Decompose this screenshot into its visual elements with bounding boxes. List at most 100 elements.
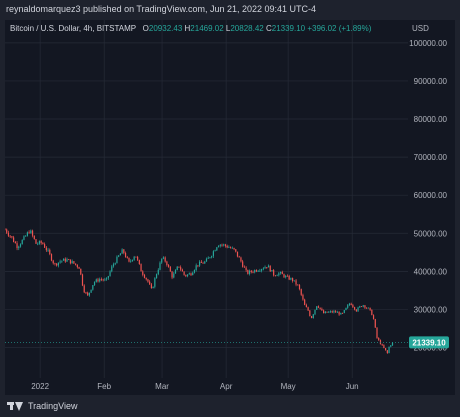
candle-body [162, 257, 165, 259]
candle-body [118, 255, 120, 257]
candle-body [173, 273, 175, 278]
candle-body [121, 249, 123, 254]
chart-legend: Bitcoin / U.S. Dollar, 4h, BITSTAMP O209… [10, 24, 371, 33]
candle-body [298, 284, 301, 290]
time-tick-label: Jun [346, 382, 359, 391]
candle-body [231, 247, 233, 249]
candle-body [359, 306, 361, 308]
candle-body [269, 265, 271, 272]
candle-body [364, 305, 366, 308]
candle-body [81, 274, 84, 286]
candle-body [174, 269, 177, 274]
close-value: 21339.10 [271, 24, 306, 33]
time-axis: 2022 Feb Mar Apr May Jun [31, 382, 358, 391]
candle-body [202, 262, 204, 264]
candle-body [181, 269, 183, 272]
tradingview-logo-icon [7, 400, 23, 411]
candle-body [297, 284, 299, 286]
candle-body [59, 261, 61, 263]
candle-body [204, 261, 206, 264]
publish-info-text: reynaldomarquez3 published on TradingVie… [6, 4, 317, 14]
candle-body [383, 345, 385, 349]
candle-body [31, 230, 34, 236]
time-tick-label: Apr [220, 382, 233, 391]
candle-body [366, 307, 368, 309]
footer-bar: TradingView [0, 396, 460, 417]
price-chart[interactable]: USD 100000.00 90000.00 80000.00 70000.00 600… [5, 20, 455, 395]
candle-body [245, 267, 247, 271]
candle-body [21, 239, 23, 245]
chart-panel[interactable]: USD 100000.00 90000.00 80000.00 70000.00 600… [5, 20, 455, 395]
candle-body [97, 279, 99, 282]
candle-body [145, 277, 147, 280]
candle-body [354, 307, 356, 310]
price-tick-label: 30000.00 [414, 305, 448, 314]
grid-lines [5, 20, 408, 378]
candle-body [223, 244, 225, 246]
candle-body [279, 272, 282, 274]
candle-body [369, 307, 371, 310]
candle-body [374, 319, 376, 328]
candle-body [133, 256, 135, 260]
candle-body [99, 279, 101, 282]
candle-body [126, 257, 128, 258]
candle-body [197, 265, 199, 267]
candle-body [305, 305, 307, 308]
candle-body [248, 270, 251, 274]
candle-body [274, 275, 276, 277]
candle-body [137, 256, 139, 260]
candle-body [271, 270, 273, 272]
last-price-label: 21339.10 [412, 338, 446, 347]
candle-body [376, 327, 378, 338]
candle-body [50, 254, 53, 261]
price-tick-label: 80000.00 [414, 115, 448, 124]
candle-body [391, 342, 394, 346]
candle-body [266, 267, 268, 268]
candle-body [6, 229, 8, 233]
candle-body [278, 273, 280, 276]
candle-body [226, 245, 228, 248]
candle-body [152, 286, 154, 289]
candle-body [176, 266, 178, 270]
candle-body [186, 274, 189, 277]
candle-body [54, 263, 56, 265]
candle-body [131, 259, 134, 261]
high-value: 21469.02 [190, 24, 224, 33]
candle-body [293, 280, 295, 282]
candle-body [75, 263, 77, 265]
candle-body [360, 306, 363, 308]
candle-body [107, 276, 109, 279]
candle-body [157, 269, 159, 275]
candle-body [211, 256, 213, 258]
candle-body [367, 307, 369, 309]
candle-body [343, 310, 345, 313]
candle-body [171, 271, 173, 278]
candle-body [76, 264, 78, 268]
candle-body [307, 307, 309, 311]
candle-body [254, 270, 256, 273]
candle-body [5, 229, 6, 231]
candle-body [323, 310, 325, 314]
candle-body [273, 270, 275, 276]
last-price-badge: 21339.10 [409, 336, 449, 349]
candle-body [285, 275, 287, 278]
candle-body [340, 312, 342, 315]
price-axis-background[interactable] [408, 20, 455, 395]
candle-body [212, 251, 214, 257]
candle-body [33, 235, 35, 240]
candle-body [371, 309, 373, 316]
candle-body [288, 275, 290, 280]
candle-body [259, 270, 261, 272]
candle-body [390, 345, 392, 347]
candle-body [166, 261, 168, 266]
candle-body [135, 256, 137, 258]
candle-body [281, 272, 283, 275]
tradingview-logo[interactable]: TradingView [7, 400, 78, 411]
candle-body [331, 311, 333, 313]
candle-body [183, 271, 185, 275]
candle-body [85, 292, 87, 294]
candle-body [61, 260, 63, 262]
candle-body [300, 289, 302, 295]
candle-body [119, 253, 121, 256]
candle-body [26, 232, 28, 236]
